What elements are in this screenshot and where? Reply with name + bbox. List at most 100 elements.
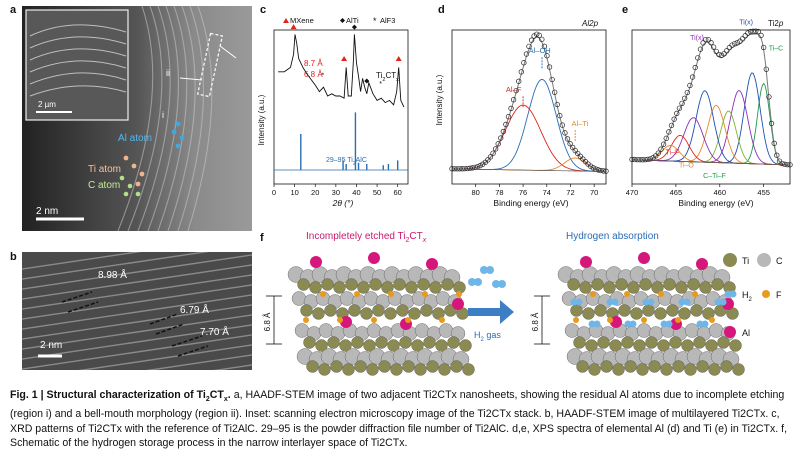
al2p-data-point [523, 51, 530, 57]
al2p-peak-label: Al–Ti [572, 119, 589, 128]
schematic-f-atom [675, 317, 681, 323]
ti2p-data-point [766, 94, 772, 100]
panel-label-d-visible: d [438, 4, 445, 16]
schematic-atom [648, 360, 661, 373]
ti2p-data-point [658, 146, 664, 152]
al2p-data-point [513, 87, 519, 94]
xrd-tick-label: 40 [352, 188, 360, 197]
panel-label-e: e [622, 4, 629, 16]
schematic-atom [438, 323, 454, 338]
al2p-data-point [590, 165, 596, 171]
haadf-stem-image-b [22, 252, 252, 370]
schematic-atom [342, 363, 355, 376]
schematic-atom [681, 339, 694, 352]
panel-label-b: b [10, 251, 17, 263]
ti2p-data-point [753, 28, 759, 34]
schematic-atom [627, 281, 640, 294]
schematic-atom [717, 336, 730, 349]
schematic-atom [672, 360, 685, 373]
ti2p-data-point [721, 51, 727, 57]
legend-mxene: MXene [290, 16, 314, 25]
ti2p-peak-label: Ti(x) [739, 20, 753, 27]
schematic-al-atom [696, 258, 708, 270]
xrd-series-bottom: 29–95 Ti2AlC [326, 157, 367, 167]
xrd-annot-2: 6.8 Å [304, 70, 323, 79]
al2p-data-point [554, 101, 560, 108]
al2p-tick-label: 72 [566, 188, 574, 197]
schematic-atom [447, 336, 460, 349]
ti2p-component-1 [632, 72, 790, 166]
schematic-f-atom [405, 317, 411, 323]
schematic-atom [309, 281, 322, 294]
schematic-h2-atom [611, 298, 619, 306]
al2p-data-point [490, 150, 496, 156]
schematic-h2-atom [665, 320, 673, 328]
svg-text:F: F [776, 290, 782, 300]
schematic-atom [603, 281, 616, 294]
schematic-atom [729, 339, 742, 352]
legend-alf3: AlF3 [380, 16, 395, 25]
schematic-atom [618, 304, 631, 317]
schematic-atom [594, 304, 607, 317]
ti2p-data-point [642, 156, 648, 163]
svg-text:H2: H2 [742, 290, 753, 303]
ti2p-data-point [676, 105, 683, 111]
al2p-data-point [536, 32, 542, 38]
ti2p-component-0 [632, 82, 791, 166]
al2p-data-point [564, 136, 571, 142]
al2p-data-point [569, 144, 576, 151]
schematic-atom [363, 291, 379, 306]
schematic-f-atom [388, 291, 394, 297]
schematic-h2-atom [606, 298, 614, 306]
schematic-h2-atom [647, 298, 655, 306]
ti2p-peak-label: Ti–O [679, 163, 694, 170]
al2p-peak-label: Al–F [506, 85, 522, 94]
schematic-atom [369, 278, 382, 291]
schematic-atom [675, 281, 688, 294]
ti2p-data-point [668, 122, 675, 129]
process-arrow [468, 300, 514, 324]
al2p-data-point [472, 164, 478, 171]
ti2p-data-point [750, 28, 756, 34]
schematic-atom [567, 278, 580, 291]
c-atom-label: C atom [88, 180, 121, 191]
schematic-atom [318, 363, 331, 376]
ti2p-data-point [729, 42, 735, 48]
ti2p-tick-label: 460 [714, 188, 727, 197]
al2p-frame [451, 29, 607, 185]
ti2p-data-point [739, 36, 746, 42]
al2p-data-point [546, 64, 553, 70]
al2p-envelope [452, 36, 607, 172]
ti2p-data-point [718, 52, 725, 58]
legend-alti: AlTi [346, 16, 359, 25]
caption-title: Structural characterization of Ti2CTx. [46, 389, 231, 404]
al2p-data-point [600, 168, 607, 174]
al2p-data-point [464, 165, 471, 172]
schematic-h2-atom [660, 320, 668, 328]
xrd-tick-label: 30 [332, 188, 340, 197]
schematic-atom [693, 336, 706, 349]
spacing-left: 6.8 Å [263, 312, 272, 331]
schematic-atom [600, 360, 613, 373]
schematic-atom [339, 339, 352, 352]
al2p-data-point [544, 53, 550, 59]
al2p-tick-label: 74 [543, 188, 551, 197]
xrd-legend: MXene AlTi AlF3 * [283, 16, 395, 26]
schematic-atom [621, 336, 634, 349]
al2p-xps-chart: Al2p 80 78 76 74 72 70 Al–F Al–OH Al–Ti Intensit… [435, 19, 609, 208]
schematic-al-atom [580, 256, 592, 268]
schematic-f-atom [456, 291, 462, 297]
schematic-atom [366, 363, 379, 376]
schematic-h2-atom [593, 320, 601, 328]
al2p-data-point [462, 165, 468, 172]
schematic-atom [318, 323, 334, 338]
ti2p-data-point [687, 82, 693, 89]
schematic-atom [435, 339, 448, 352]
schematic-atom [624, 360, 637, 373]
schematic-atom [303, 336, 316, 349]
schematic-al-atom [452, 298, 464, 310]
schematic-atom [333, 281, 346, 294]
schematic-atom [450, 360, 463, 373]
al2p-data-point [498, 135, 504, 141]
al2p-data-point [528, 37, 535, 43]
